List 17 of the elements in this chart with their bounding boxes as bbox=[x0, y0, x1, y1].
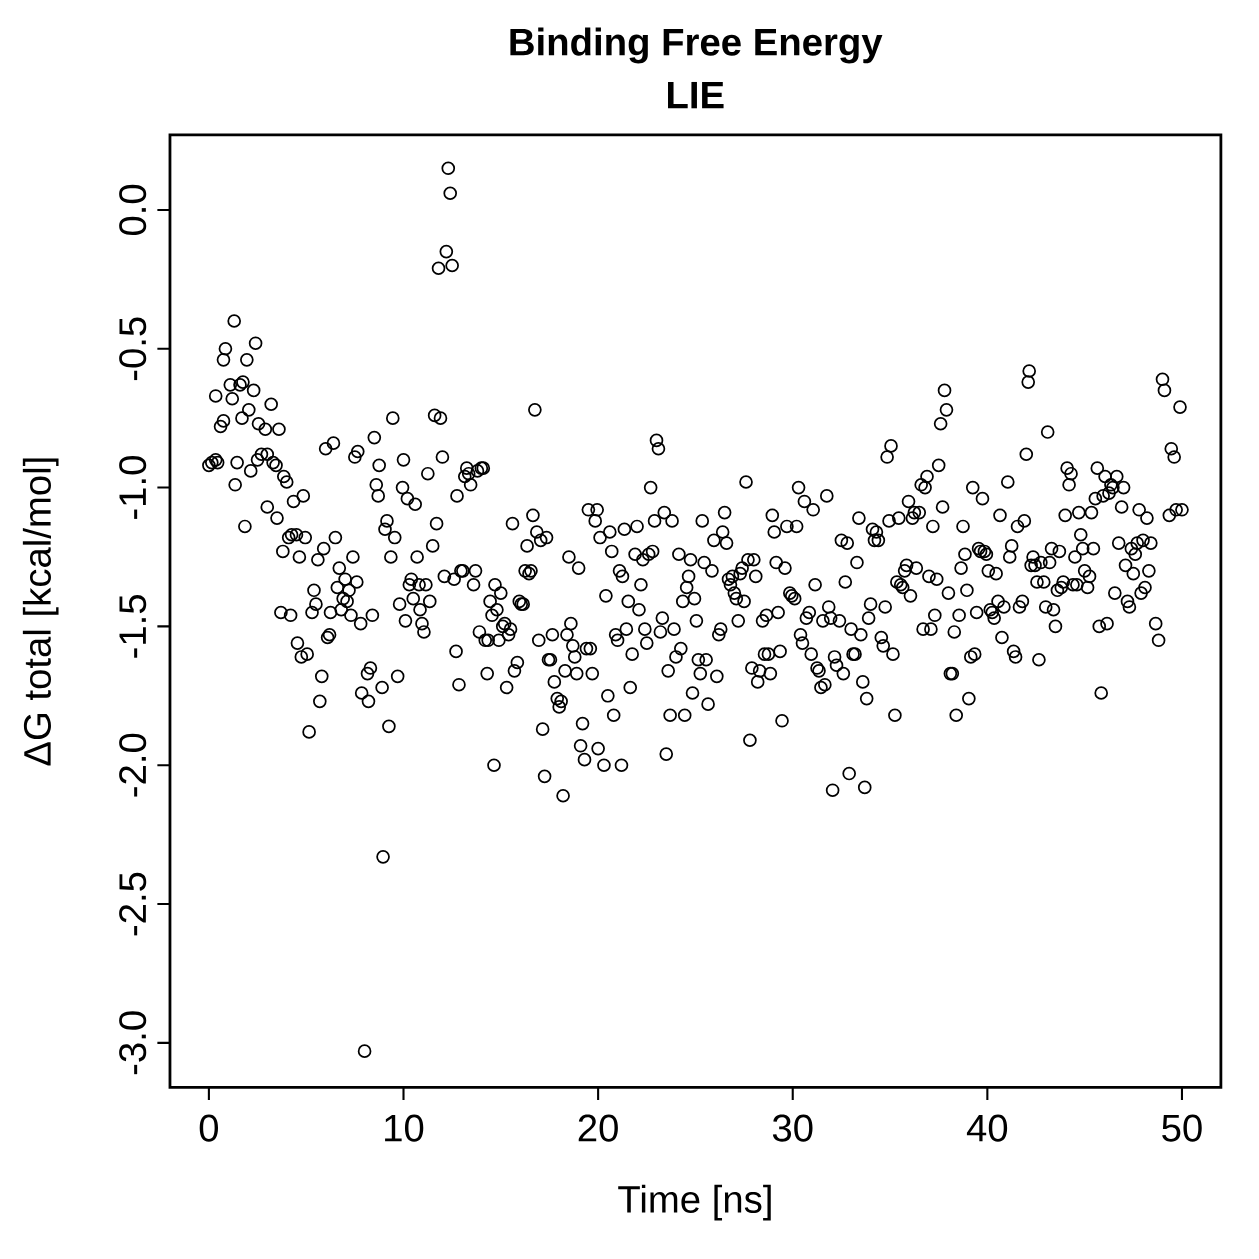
chart-title: Binding Free Energy bbox=[510, 27, 883, 64]
x-tick-label: 50 bbox=[1162, 1114, 1202, 1142]
chart-subtitle: LIE bbox=[668, 81, 724, 109]
x-tick-label: 0 bbox=[199, 1114, 219, 1142]
x-axis-title: Time [ns] bbox=[618, 1184, 771, 1221]
y-axis-title: ΔG total [kcal/mol] bbox=[22, 458, 59, 766]
x-tick-label: 20 bbox=[578, 1114, 618, 1142]
x-tick-label: 30 bbox=[772, 1114, 813, 1142]
y-tick-label: 0.0 bbox=[119, 184, 147, 236]
x-tick-label: 10 bbox=[385, 1114, 424, 1142]
y-tick-label: -1.0 bbox=[119, 456, 147, 519]
y-tick-label: -1.5 bbox=[119, 595, 147, 658]
y-tick-label: -2.0 bbox=[119, 733, 147, 797]
y-tick-label: -2.5 bbox=[119, 872, 147, 936]
y-tick-label: -3.0 bbox=[119, 1011, 147, 1075]
x-tick-label: 40 bbox=[966, 1114, 1008, 1142]
y-tick-label: -0.5 bbox=[119, 317, 147, 381]
